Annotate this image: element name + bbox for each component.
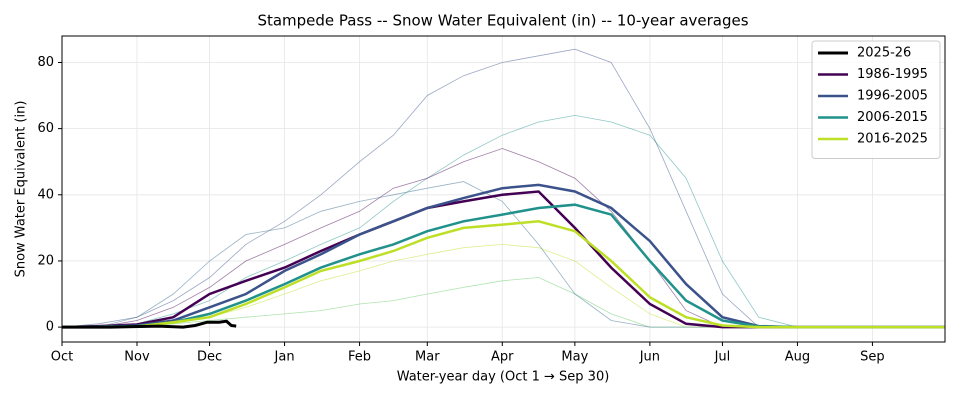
year-line: [62, 114, 945, 328]
year-line: [62, 181, 945, 328]
x-tick-label: Nov: [124, 350, 150, 365]
x-tick-label: Dec: [197, 350, 222, 365]
year-line: [62, 243, 945, 328]
legend-label: 1996-2005: [857, 89, 928, 104]
x-tick-label: Jul: [714, 350, 731, 365]
year-line: [62, 148, 945, 328]
x-tick-label: Jan: [274, 350, 295, 365]
chart-title: Stampede Pass -- Snow Water Equivalent (…: [257, 12, 748, 30]
x-axis-label: Water-year day (Oct 1 → Sep 30): [397, 370, 610, 385]
legend-label: 2006-2015: [857, 110, 928, 125]
x-tick-label: Feb: [348, 350, 371, 365]
x-tick-label: Oct: [51, 350, 73, 365]
x-tick-label: Apr: [491, 350, 514, 365]
series-line: [62, 190, 945, 329]
y-axis-label: Snow Water Equivalent (in): [14, 101, 29, 278]
legend-label: 1986-1995: [857, 67, 928, 82]
series-line: [62, 203, 945, 329]
y-tick-label: 20: [37, 253, 54, 268]
plot-frame: [61, 35, 946, 343]
legend-box: [811, 40, 941, 159]
x-tick-label: Jun: [639, 350, 660, 365]
y-tick-label: 80: [37, 55, 54, 70]
y-tick-label: 0: [46, 320, 54, 335]
x-tick-label: Sep: [860, 350, 885, 365]
legend-label: 2025-26: [857, 46, 911, 61]
legend-label: 2016-2025: [857, 132, 928, 147]
series-line: [62, 220, 945, 329]
x-tick-label: Aug: [785, 350, 810, 365]
x-tick-label: May: [561, 350, 588, 365]
y-tick-label: 40: [37, 187, 54, 202]
y-tick-label: 60: [37, 121, 54, 136]
series-line: [62, 319, 237, 329]
x-tick-label: Mar: [415, 350, 440, 365]
year-line: [62, 48, 945, 328]
series-line: [62, 183, 945, 329]
